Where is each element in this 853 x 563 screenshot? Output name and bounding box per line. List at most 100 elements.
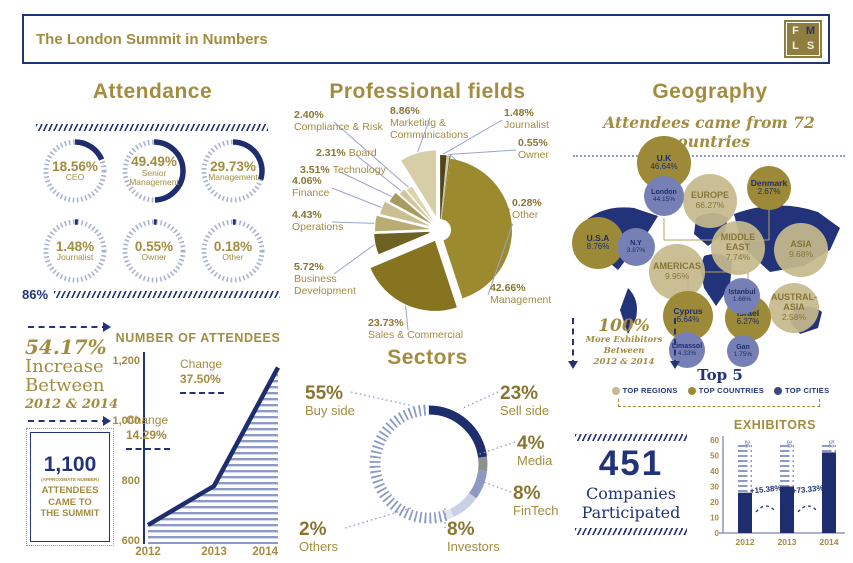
- donut-label: Management: [208, 172, 258, 183]
- legend-item-city: TOP CITIES: [774, 386, 829, 395]
- donut-value: 49.49%: [131, 154, 177, 170]
- svg-text:26: 26: [743, 440, 750, 448]
- svg-text:2012: 2012: [135, 546, 161, 556]
- companies-number: 451: [598, 444, 664, 483]
- increase-pct: 54.17%: [25, 335, 107, 359]
- svg-text:50: 50: [710, 452, 719, 461]
- donut-label: CEO: [65, 172, 85, 183]
- top5-title: Top 5: [697, 366, 743, 384]
- dashed-line: [126, 447, 170, 450]
- pie-slice: [389, 192, 432, 225]
- header: The London Summit in Numbers F M L S: [22, 14, 830, 64]
- divider-hatch: [575, 528, 687, 535]
- increase-word: Between: [25, 375, 105, 396]
- attendance-total-row: 86%: [22, 287, 280, 302]
- more-exhibitors-note: 100% More Exhibitors Between 2012 & 2014: [568, 318, 680, 374]
- svg-text:40: 40: [710, 467, 719, 476]
- svg-text:60: 60: [710, 436, 719, 445]
- sector-label: 2% Others: [299, 519, 339, 554]
- divider-hatch: [36, 124, 268, 131]
- attendees-word: CAME TO: [48, 496, 92, 508]
- divider-hatch: [575, 434, 687, 441]
- bar: [780, 486, 794, 533]
- attendees-word: THE SUMMIT: [40, 508, 100, 520]
- geo-bubble-denmark: Denmark 2.67%: [747, 166, 791, 210]
- increase-word: Increase: [25, 356, 104, 377]
- divider-hatch: [54, 291, 280, 298]
- donut-text: 0.18% Other: [198, 216, 268, 286]
- companies-word: Participated: [581, 503, 681, 522]
- pie-slice-label: 8.86% Marketing & Communications: [390, 105, 469, 141]
- sector-label: 55% Buy side: [305, 383, 355, 418]
- professional-fields-chart: 8.86% Marketing & Communications 1.48% Journ…: [290, 100, 565, 348]
- geo-bubble-middleeast: MIDDLE EAST 7.74%: [711, 221, 765, 275]
- geo-bubble-istanbul: Istanbul 1.66%: [724, 278, 760, 314]
- pie-slice: [401, 150, 437, 217]
- donut-text: 49.49% Senior Management: [119, 136, 189, 206]
- pie-slice: [440, 155, 451, 226]
- legend-item-country: TOP COUNTRIES: [687, 386, 764, 395]
- svg-text:1,200: 1,200: [112, 355, 140, 367]
- svg-text:2014: 2014: [252, 546, 278, 556]
- attendance-donut: 0.55% Owner: [119, 216, 189, 286]
- pie-slice: [440, 158, 512, 299]
- donut-text: 29.73% Management: [198, 136, 268, 206]
- city-dot-icon: [774, 386, 783, 395]
- pie-slice: [380, 201, 431, 227]
- pie-slice: [440, 155, 450, 226]
- pie-slice-label: 42.66% Management: [490, 282, 552, 306]
- pie-slice-label: 5.72% Business Development: [294, 261, 356, 297]
- sector-label: 4% Media: [517, 433, 553, 468]
- dashed-arrow-right-icon: [28, 322, 111, 332]
- increase-years: 2012 & 2014: [25, 397, 119, 412]
- change-annotation: Change 14.29%: [126, 413, 170, 450]
- geo-bubble-asia: ASIA 9.68%: [774, 223, 828, 277]
- donut-value: 18.56%: [52, 158, 98, 174]
- legend-item-region: TOP REGIONS: [611, 386, 678, 395]
- donut-value: 0.18%: [213, 238, 253, 254]
- pie-slice: [374, 231, 433, 255]
- continent: [620, 288, 637, 334]
- professional-fields-pie: [331, 117, 517, 331]
- attendees-number: 1,100: [43, 452, 97, 476]
- donut-text: 0.55% Owner: [119, 216, 189, 286]
- donut-label: Other: [222, 252, 244, 263]
- geo-bubble-gan: Gan 1.75%: [727, 335, 759, 367]
- donut-label: Owner: [141, 252, 167, 263]
- svg-text:52: 52: [827, 440, 834, 448]
- donut-label: Senior Management: [129, 167, 179, 187]
- dashed-arrow-down-icon: [568, 318, 578, 369]
- svg-text:2012: 2012: [736, 537, 755, 547]
- professional-fields-title: Professional fields: [329, 80, 526, 103]
- pie-slice: [399, 189, 433, 223]
- bar: [738, 492, 752, 533]
- region-dot-icon: [611, 386, 620, 395]
- exhibitors-chart: 60 50 40 30 20 10 0 26 2012 30 2013 52 2014 +15.38% +7…: [693, 430, 850, 560]
- legend-bracket: [618, 399, 820, 407]
- geography-subtitle: Attendees came from 72 countries: [573, 113, 845, 157]
- attendees-chart-title: NUMBER OF ATTENDEES: [115, 331, 281, 345]
- attendees-note: (APPROXIMATE NUMBER): [41, 476, 99, 482]
- pie-slice-label: 2.40% Compliance & Risk: [294, 109, 383, 133]
- svg-text:0: 0: [715, 529, 720, 538]
- donut-text: 18.56% CEO: [40, 136, 110, 206]
- donut-text: 1.48% Journalist: [40, 216, 110, 286]
- svg-text:+73.33%: +73.33%: [791, 483, 824, 495]
- pie-slice-label: 1.48% Journalist: [504, 107, 549, 131]
- companies-word: Companies: [586, 484, 676, 503]
- bar: [822, 452, 836, 533]
- logo-letter: S: [806, 40, 815, 52]
- pie-slice-label: 0.55% Owner: [518, 137, 549, 161]
- country-dot-icon: [687, 386, 696, 395]
- sectors-donut: [344, 391, 516, 529]
- attendance-donut: 49.49% Senior Management: [119, 136, 189, 206]
- donut-label: Journalist: [56, 252, 94, 263]
- exhibitors-bar-chart: 60 50 40 30 20 10 0 26 2012 30 2013 52 2014 +15.38% +7…: [710, 436, 845, 547]
- attendees-chart: 1,200 1,000 800 600 2012 2013 2014 Change 37.5…: [110, 344, 285, 558]
- logo-letter: M: [805, 25, 816, 37]
- pie-slice-label: 4.06% Finance: [292, 175, 330, 199]
- pie-slice-label: 2.31% Board: [316, 147, 377, 159]
- dashed-line: [180, 391, 224, 394]
- pie-slice: [440, 155, 447, 226]
- sectors-chart: 23% Sell side 4% Media 8% FinTech 8% Investors 2…: [295, 372, 563, 560]
